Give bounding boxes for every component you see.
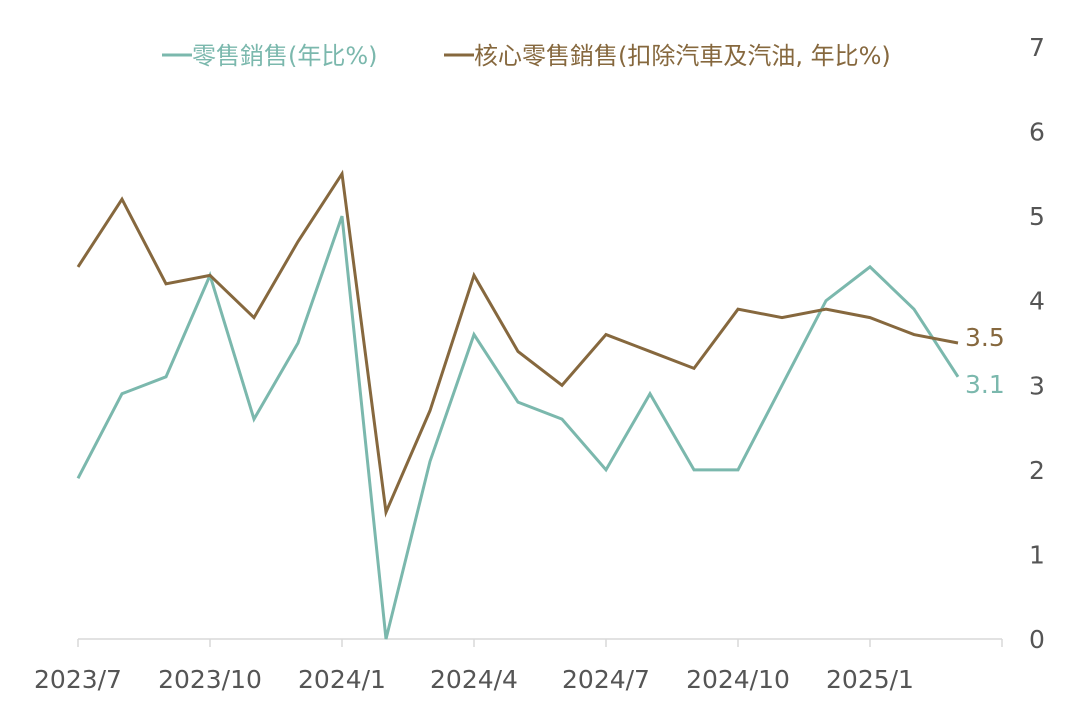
legend-label-1: 零售銷售(年比%) [192,42,378,70]
series-end-label-2: 3.5 [965,323,1005,352]
series-end-label-1: 3.1 [965,370,1005,399]
x-tick-label: 2024/4 [430,665,518,694]
x-tick-label: 2025/1 [826,665,914,694]
legend-label-2: 核心零售銷售(扣除汽車及汽油, 年比%) [474,42,891,70]
y-axis-labels: 0 1 2 3 4 5 6 7 [1029,33,1045,654]
x-tick-label: 2023/10 [158,665,262,694]
y-tick-label: 6 [1029,118,1045,147]
series-group [76,169,960,640]
end-labels: 3.1 3.5 [965,323,1005,399]
y-tick-label: 5 [1029,202,1045,231]
y-tick-label: 1 [1029,540,1045,569]
x-tick-label: 2023/7 [34,665,122,694]
legend: 零售銷售(年比%) 核心零售銷售(扣除汽車及汽油, 年比%) [162,42,891,70]
y-tick-label: 3 [1029,371,1045,400]
y-tick-label: 2 [1029,456,1045,485]
series-line-2 [76,169,959,518]
y-tick-label: 4 [1029,287,1045,316]
x-tick-label: 2024/7 [562,665,650,694]
series-line-1 [76,215,960,640]
x-axis-ticks: 2023/7 2023/10 2024/1 2024/4 2024/7 2024/10 20… [34,639,1003,694]
y-tick-label: 7 [1029,33,1045,62]
x-tick-label: 2024/1 [298,665,386,694]
x-tick-label: 2024/10 [686,665,790,694]
y-tick-label: 0 [1029,625,1045,654]
